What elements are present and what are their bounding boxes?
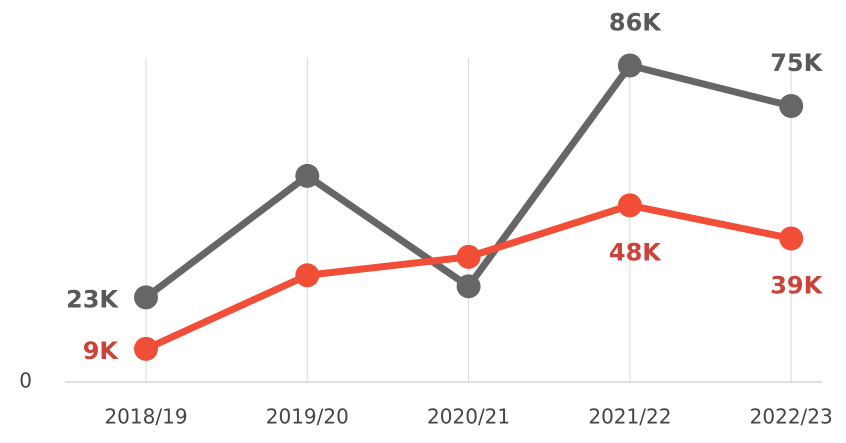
x-tick-label: 2018/19 — [104, 405, 187, 429]
y-tick-label: 0 — [19, 369, 32, 393]
x-tick-label: 2020/21 — [427, 405, 510, 429]
data-label: 75K — [770, 49, 823, 77]
data-label: 9K — [83, 337, 120, 365]
data-label: 86K — [609, 9, 662, 37]
point — [456, 244, 481, 269]
point — [779, 94, 804, 118]
point — [779, 226, 804, 251]
point — [617, 193, 642, 218]
data-label: 39K — [770, 271, 823, 299]
point — [134, 336, 158, 361]
x-tick-label: 2019/20 — [266, 405, 349, 429]
point — [295, 163, 320, 188]
x-tick-label: 2021/22 — [588, 405, 671, 429]
point — [134, 285, 158, 310]
x-tick-label: 2022/23 — [750, 405, 833, 429]
point — [295, 263, 320, 288]
data-label: 48K — [609, 238, 662, 266]
point — [456, 274, 481, 299]
point — [617, 53, 642, 78]
data-label: 23K — [66, 285, 119, 313]
